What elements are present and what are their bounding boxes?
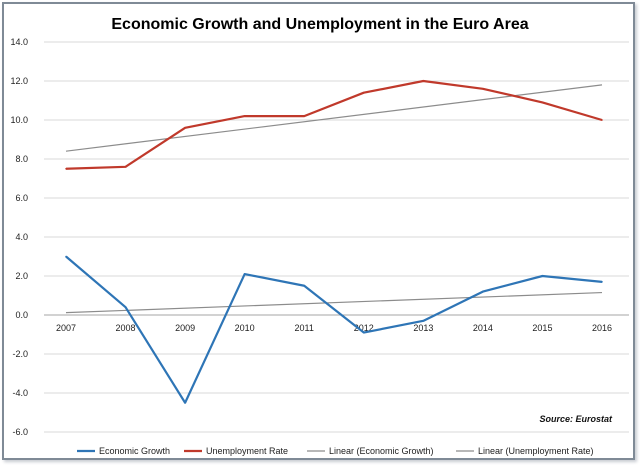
y-tick-label: 12.0	[10, 76, 28, 86]
y-tick-label: 14.0	[10, 37, 28, 47]
y-tick-label: -6.0	[12, 427, 28, 437]
chart-title: Economic Growth and Unemployment in the …	[111, 16, 528, 33]
data-point	[303, 284, 306, 287]
data-point	[124, 306, 127, 309]
data-point	[362, 91, 365, 94]
y-tick-label: 0.0	[15, 310, 28, 320]
data-point	[243, 273, 246, 275]
legend-label: Unemployment Rate	[206, 446, 288, 456]
x-tick-label: 2009	[175, 323, 195, 333]
line-chart: Economic Growth and Unemployment in the …	[10, 16, 629, 456]
data-point	[601, 119, 603, 121]
x-tick-label: 2013	[413, 323, 433, 333]
data-point	[303, 115, 306, 117]
y-axis-ticks: 14.0 12.0 10.0 8.0 6.0 4.0 2.0 0.0 -2.0 -4.0 -6.0	[10, 37, 28, 437]
y-tick-label: 8.0	[15, 154, 28, 164]
chart-frame: Economic Growth and Unemployment in the …	[2, 2, 635, 460]
legend: Economic Growth Unemployment Rate Linear (…	[77, 446, 594, 456]
data-point	[65, 255, 67, 258]
source-annotation: Source: Eurostat	[539, 414, 613, 424]
data-point	[541, 101, 544, 104]
x-tick-label: 2012	[354, 323, 374, 333]
series-line-0	[65, 255, 603, 404]
trendline-0	[65, 291, 603, 314]
data-point	[124, 166, 127, 168]
series-line-1	[65, 79, 603, 170]
x-tick-label: 2010	[235, 323, 255, 333]
x-tick-label: 2008	[116, 323, 136, 333]
data-point	[184, 401, 186, 404]
x-axis-ticks: 2007 2008 2009 2010 2011 2012 2013 2014 2015 2016	[56, 323, 612, 333]
data-point	[601, 281, 603, 283]
y-tick-label: -2.0	[12, 349, 28, 359]
y-tick-label: 4.0	[15, 232, 28, 242]
data-point	[243, 115, 246, 117]
trendline-1	[65, 84, 603, 152]
data-point	[65, 167, 67, 170]
data-point	[482, 88, 484, 90]
gridlines	[44, 41, 629, 433]
y-tick-label: -4.0	[12, 388, 28, 398]
data-point	[541, 275, 544, 277]
x-tick-label: 2007	[56, 323, 76, 333]
y-tick-label: 10.0	[10, 115, 28, 125]
series-lines	[65, 79, 603, 404]
y-tick-label: 6.0	[15, 193, 28, 203]
data-point	[362, 331, 365, 334]
x-tick-label: 2016	[592, 323, 612, 333]
data-point	[422, 320, 425, 322]
data-point	[422, 80, 425, 82]
y-tick-label: 2.0	[15, 271, 28, 281]
x-tick-label: 2014	[473, 323, 493, 333]
x-tick-label: 2011	[295, 323, 314, 333]
legend-label: Economic Growth	[99, 446, 170, 456]
data-point	[184, 127, 186, 129]
trendlines	[65, 84, 603, 314]
legend-label: Linear (Economic Growth)	[329, 446, 434, 456]
data-point	[482, 290, 484, 293]
legend-label: Linear (Unemployment Rate)	[478, 446, 594, 456]
x-tick-label: 2015	[532, 323, 552, 333]
